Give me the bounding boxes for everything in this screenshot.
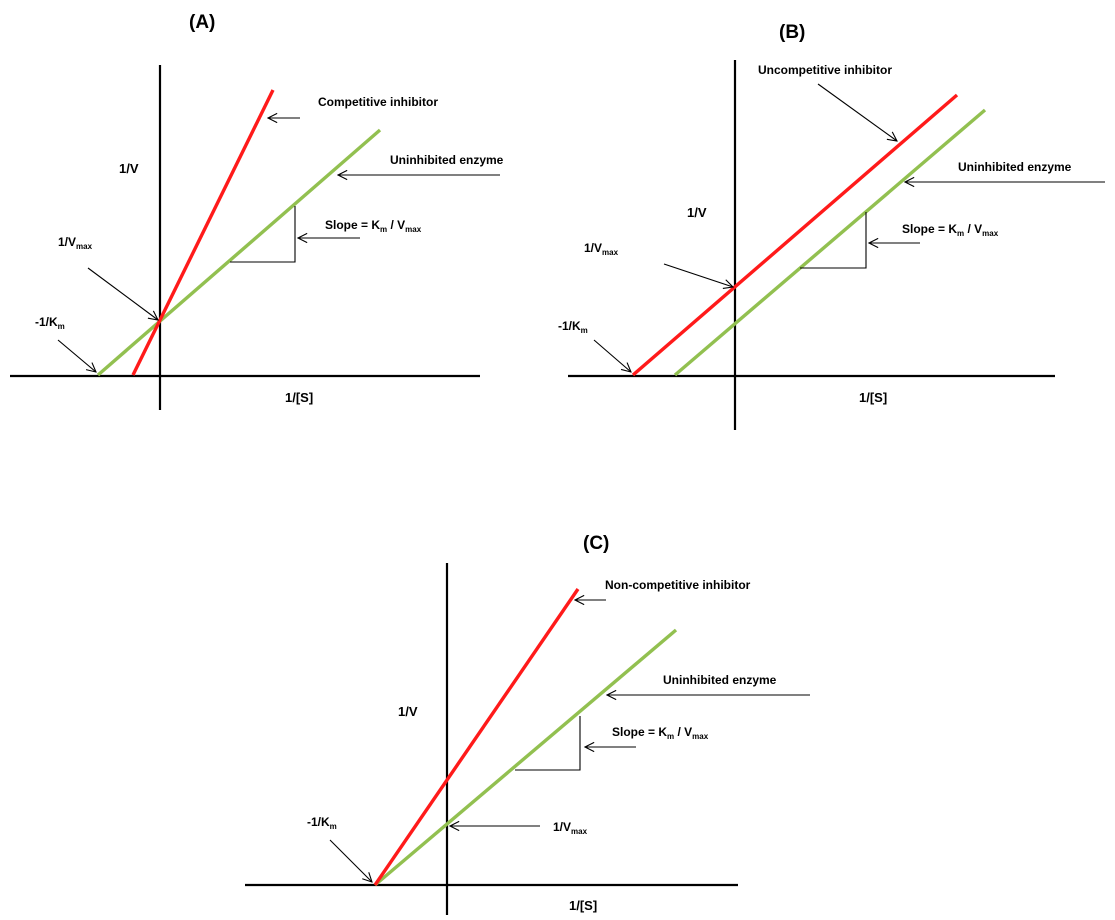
panel-a-uninhibited-label: Uninhibited enzyme	[390, 153, 504, 167]
panel-a-slope-label: Slope = Km / Vmax	[325, 218, 422, 234]
panel-c-y-axis-label: 1/V	[398, 704, 418, 719]
panel-b-slope-label: Slope = Km / Vmax	[902, 222, 999, 238]
panel-b-y-axis-label: 1/V	[687, 205, 707, 220]
panel-b-title: (B)	[779, 22, 805, 43]
panel-c-uninhibited-line	[373, 628, 678, 887]
panel-c-vmax-label: 1/Vmax	[553, 820, 588, 836]
panel-a-slope-triangle	[230, 206, 296, 263]
panel-a-km-label: -1/Km	[35, 315, 65, 331]
panel-a-x-axis-label: 1/[S]	[285, 390, 313, 405]
panel-a-inhibitor-label: Competitive inhibitor	[318, 95, 438, 109]
panel-a-km-pointer	[57, 339, 96, 372]
panel-c-uninhibited-label: Uninhibited enzyme	[663, 673, 777, 687]
panel-a: (A) Competitive inhibitor Uninhibited en…	[10, 12, 504, 410]
panel-b-slope-triangle	[800, 212, 867, 269]
panel-b-uncompetitive-inhibitor-line	[631, 93, 959, 377]
panel-c-km-pointer	[329, 839, 372, 882]
panel-a-uninhibited-line	[96, 128, 382, 377]
panel-a-title: (A)	[189, 12, 215, 33]
panel-b-km-label: -1/Km	[558, 319, 588, 335]
panel-a-y-axis-label: 1/V	[119, 161, 139, 176]
panel-b: (B) Uncompetitive inhibitor Uninhibited …	[558, 22, 1105, 430]
panel-c-inhibitor-label: Non-competitive inhibitor	[605, 578, 751, 592]
panel-c: (C) Non-competitive inhibitor Uninhibite…	[245, 533, 810, 915]
panel-b-uninhibited-label: Uninhibited enzyme	[958, 160, 1072, 174]
panel-a-vmax-pointer	[87, 267, 158, 320]
panel-c-slope-triangle	[515, 716, 581, 771]
panel-b-vmax-label: 1/Vmax	[584, 241, 619, 257]
panel-b-uninhibited-line	[673, 108, 987, 377]
panel-b-km-pointer	[593, 339, 631, 372]
panel-b-vmax-pointer	[663, 263, 733, 287]
panel-a-competitive-inhibitor-line	[131, 89, 275, 376]
panel-c-slope-label: Slope = Km / Vmax	[612, 725, 709, 741]
panel-c-km-label: -1/Km	[307, 815, 337, 831]
panel-b-inhibitor-pointer	[817, 83, 897, 141]
panel-b-x-axis-label: 1/[S]	[859, 390, 887, 405]
panel-a-vmax-label: 1/Vmax	[58, 235, 93, 251]
panel-c-title: (C)	[583, 533, 609, 554]
panel-c-x-axis-label: 1/[S]	[569, 898, 597, 913]
panel-b-inhibitor-label: Uncompetitive inhibitor	[758, 63, 892, 77]
panel-c-non-competitive-inhibitor-line	[373, 588, 580, 886]
